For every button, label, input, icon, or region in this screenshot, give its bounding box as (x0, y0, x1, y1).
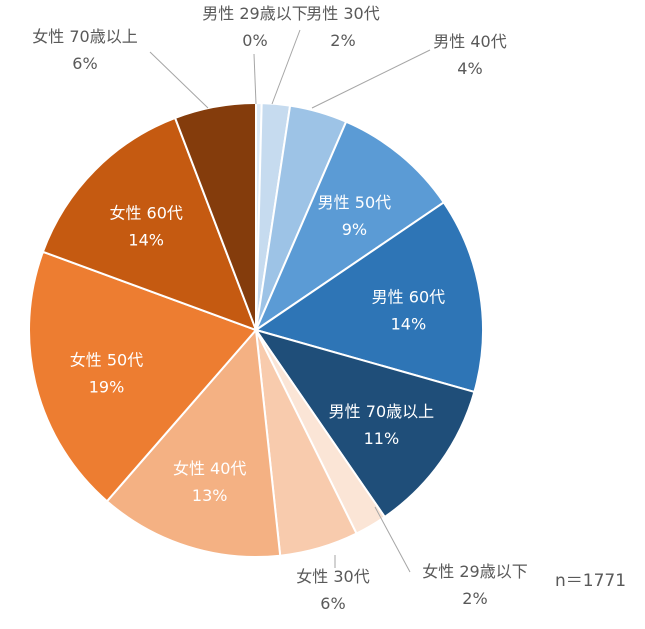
slice-category-label: 女性 40代 (173, 459, 246, 478)
pie-slice (41, 116, 258, 332)
slice-category-label: 男性 40代 (433, 32, 506, 51)
slice-percent-label: 14% (128, 231, 164, 250)
slice-category-label: 女性 60代 (109, 204, 182, 223)
slice-percent-label: 4% (457, 59, 482, 78)
slice-percent-label: 6% (72, 54, 97, 73)
pie-slice (253, 328, 476, 519)
leader-line (253, 53, 257, 105)
slice-category-label: 男性 60代 (372, 287, 445, 306)
pie-slice (105, 327, 282, 559)
slice-percent-label: 0% (242, 31, 267, 50)
slice-labels: 男性 29歳以下 0% 男性 30代 2% 男性 40代 4% 男性 50代 9% 男性 60代… (32, 4, 527, 613)
slice-category-label: 男性 29歳以下 (202, 4, 307, 23)
leader-line (271, 29, 301, 105)
slice-percent-label: 6% (320, 594, 345, 613)
pie-slice (28, 250, 258, 503)
slice-category-label: 男性 50代 (318, 193, 391, 212)
slice-percent-label: 9% (342, 220, 367, 239)
slice-percent-label: 19% (89, 377, 125, 396)
slice-category-label: 女性 50代 (70, 350, 143, 369)
slice-category-label: 女性 29歳以下 (422, 562, 527, 581)
slice-category-label: 女性 30代 (296, 567, 369, 586)
slice-percent-label: 2% (330, 31, 355, 50)
slice-percent-label: 2% (462, 589, 487, 608)
leader-line (149, 51, 209, 109)
slice-percent-label: 14% (391, 314, 427, 333)
slice-percent-label: 11% (364, 429, 400, 448)
leader-line (311, 49, 431, 109)
pie-slices (28, 101, 484, 559)
pie-slice (253, 201, 484, 394)
sample-size-note: n＝1771 (555, 571, 626, 591)
slice-category-label: 女性 70歳以上 (32, 27, 137, 46)
leader-line (374, 506, 411, 573)
slice-percent-label: 13% (192, 486, 228, 505)
slice-category-label: 男性 70歳以上 (329, 402, 434, 421)
leader-lines (149, 29, 431, 573)
pie-slice (253, 120, 446, 333)
slice-category-label: 男性 30代 (306, 4, 379, 23)
